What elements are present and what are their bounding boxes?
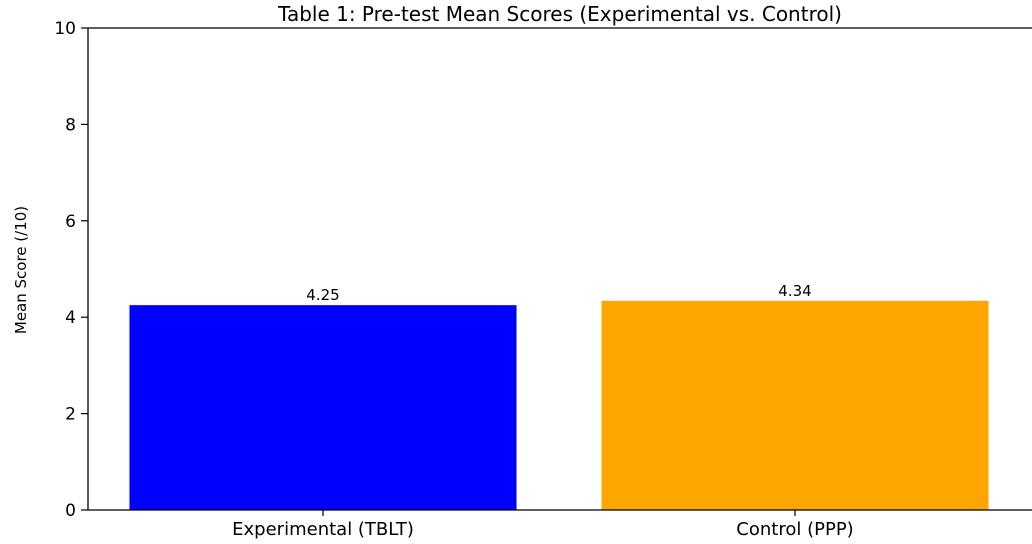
bar bbox=[129, 305, 517, 510]
bar-value-label: 4.34 bbox=[778, 282, 811, 300]
category-labels: Experimental (TBLT) Control (PPP) bbox=[232, 510, 854, 540]
y-tick-label: 8 bbox=[65, 115, 76, 135]
bars bbox=[129, 300, 989, 510]
y-tick-label: 6 bbox=[65, 212, 76, 232]
y-tick-label: 4 bbox=[65, 308, 76, 328]
value-labels: 4.25 4.34 bbox=[306, 282, 811, 304]
x-category-label: Control (PPP) bbox=[736, 519, 853, 540]
x-category-label: Experimental (TBLT) bbox=[232, 519, 414, 540]
y-axis-title: Mean Score (/10) bbox=[12, 206, 30, 334]
axes-frame bbox=[87, 27, 1032, 511]
y-tick-label: 10 bbox=[54, 19, 76, 39]
y-tick-label: 0 bbox=[65, 501, 76, 521]
chart-title: Table 1: Pre-test Mean Scores (Experimen… bbox=[277, 2, 842, 26]
y-tick-label: 2 bbox=[65, 405, 76, 425]
y-axis-ticks: 0 2 4 6 8 10 bbox=[54, 19, 88, 521]
bar-value-label: 4.25 bbox=[306, 286, 339, 304]
bar bbox=[601, 300, 989, 510]
